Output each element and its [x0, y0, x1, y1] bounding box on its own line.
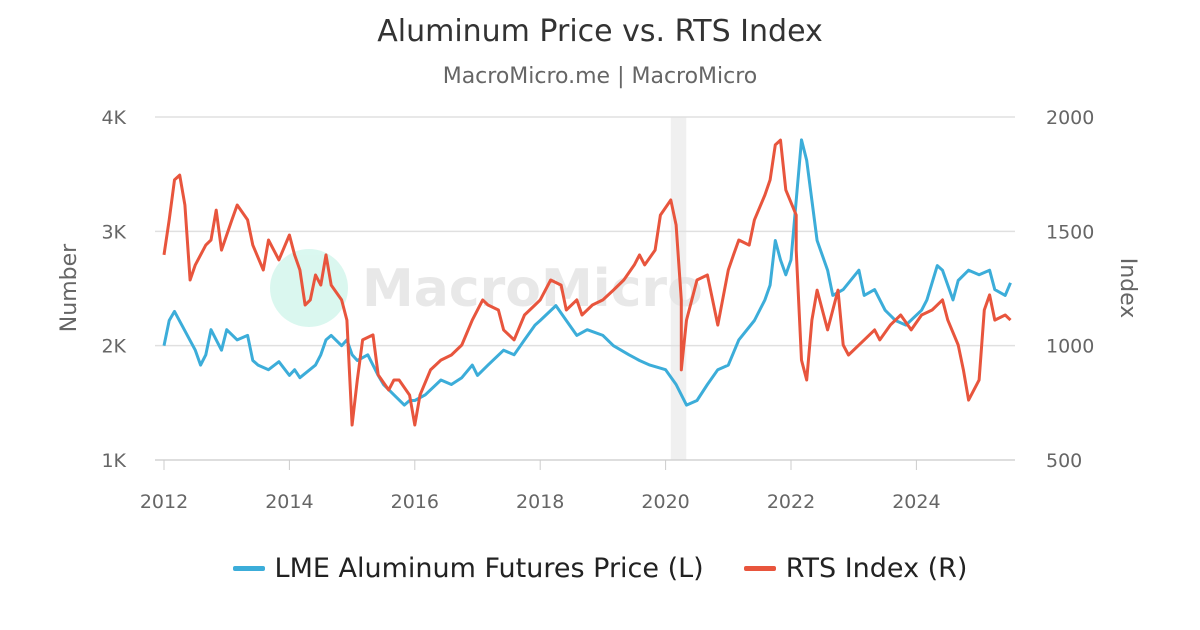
y-axis-right: 500 1000 1500 2000 — [1046, 107, 1094, 472]
legend-item-aluminum[interactable]: LME Aluminum Futures Price (L) — [232, 553, 704, 584]
series-line-aluminum — [162, 138, 1012, 407]
y-left-tick-label: 3K — [101, 221, 126, 243]
legend: LME Aluminum Futures Price (L) RTS Index… — [0, 553, 1200, 584]
legend-label-aluminum: LME Aluminum Futures Price (L) — [274, 553, 704, 584]
y-right-tick-label: 500 — [1046, 450, 1082, 472]
legend-swatch-rts — [743, 566, 776, 571]
x-tick-label: 2022 — [767, 491, 815, 513]
legend-label-rts: RTS Index (R) — [785, 553, 968, 584]
chart-subtitle: MacroMicro.me | MacroMicro — [442, 64, 758, 89]
x-tick-label: 2012 — [140, 491, 188, 513]
x-axis: 2012 2014 2016 2018 2020 2022 2024 — [140, 459, 1015, 513]
y-left-tick-label: 2K — [101, 336, 126, 358]
shaded-periods — [670, 117, 687, 460]
y-axis-left-title: Number — [57, 243, 82, 332]
y-right-tick-label: 2000 — [1046, 107, 1094, 129]
chart-title: Aluminum Price vs. RTS Index — [377, 14, 823, 49]
x-tick-label: 2014 — [265, 491, 313, 513]
y-right-tick-label: 1500 — [1046, 221, 1094, 243]
legend-item-rts[interactable]: RTS Index (R) — [743, 553, 968, 584]
x-tick-label: 2020 — [641, 491, 689, 513]
x-tick-label: 2016 — [391, 491, 439, 513]
series-line-rts — [162, 138, 1012, 427]
watermark-text: MacroMicro — [362, 259, 703, 319]
series — [162, 138, 1012, 427]
watermark-logo — [270, 249, 348, 327]
x-tick-label: 2018 — [516, 491, 564, 513]
recession-shade — [670, 117, 687, 460]
y-left-tick-label: 1K — [101, 450, 126, 472]
y-axis-right-title: Index — [1115, 258, 1140, 319]
y-right-tick-label: 1000 — [1046, 336, 1094, 358]
x-tick-label: 2024 — [892, 491, 940, 513]
y-left-tick-label: 4K — [101, 107, 126, 129]
y-axis-left: 1K 2K 3K 4K — [101, 107, 126, 472]
legend-swatch-aluminum — [232, 566, 265, 571]
